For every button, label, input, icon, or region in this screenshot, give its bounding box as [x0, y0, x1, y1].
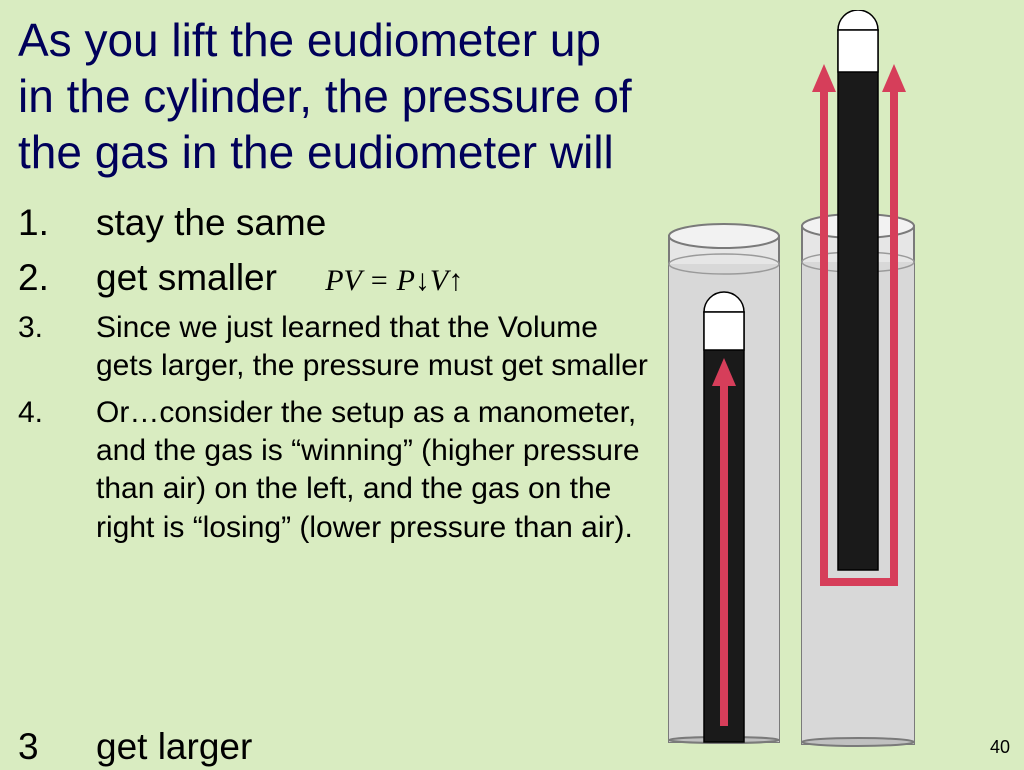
page-number: 40: [990, 737, 1010, 758]
cutoff-row: 3 get larger: [18, 724, 252, 770]
item-text: Or…consider the setup as a manometer, an…: [96, 394, 658, 548]
eudiometer-left-diagram: [668, 196, 780, 744]
item-text: Since we just learned that the Volume ge…: [96, 309, 658, 386]
answer-list: 1. stay the same 2. get smaller PV = P↓V…: [18, 200, 658, 547]
item-text: stay the same: [96, 200, 326, 246]
item-text: get larger: [96, 724, 252, 770]
item-number: 3: [18, 724, 72, 770]
formula: PV = P↓V↑: [325, 264, 463, 297]
item-number: 3.: [18, 309, 72, 386]
eudiometer-right-diagram: [800, 10, 916, 750]
slide-title: As you lift the eudiometer up in the cyl…: [18, 12, 648, 180]
item-number: 1.: [18, 200, 72, 246]
item-text: get smaller PV = P↓V↑: [96, 255, 463, 301]
item-number: 2.: [18, 255, 72, 301]
item-number: 4.: [18, 394, 72, 548]
